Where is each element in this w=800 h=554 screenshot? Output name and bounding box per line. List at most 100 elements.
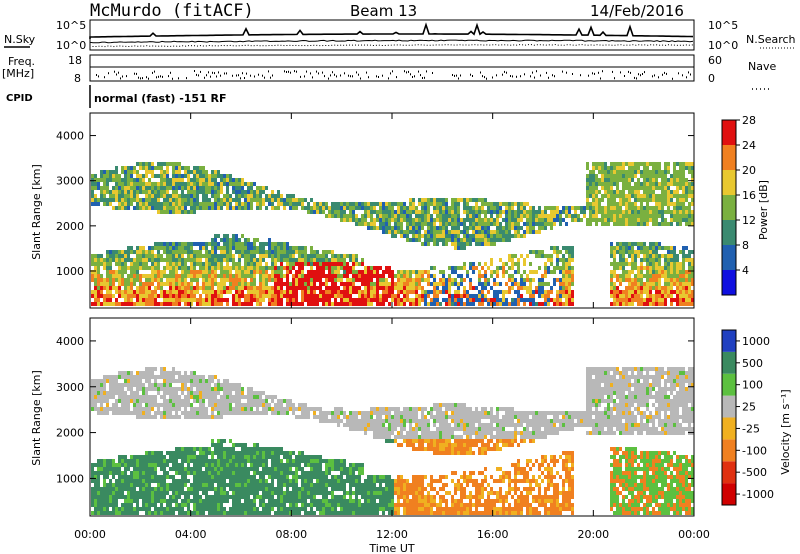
power-cell [409, 274, 412, 278]
power-cell [178, 202, 181, 206]
power-cell [106, 202, 109, 206]
power-cell [493, 270, 496, 274]
power-cell [616, 278, 619, 282]
power-cell [181, 286, 184, 290]
velocity-cell [166, 459, 169, 463]
power-cell [304, 250, 307, 254]
power-cell [202, 166, 205, 170]
power-cell [175, 178, 178, 182]
power-cell [169, 206, 172, 210]
power-cell [118, 182, 121, 186]
velocity-cell [103, 387, 106, 391]
power-cell [652, 242, 655, 246]
power-cell [568, 210, 571, 214]
nave-mark [122, 75, 123, 78]
power-cell [646, 218, 649, 222]
power-cell [184, 262, 187, 266]
power-cell [355, 214, 358, 218]
power-cell [514, 218, 517, 222]
power-cell [463, 222, 466, 226]
power-cell [94, 202, 97, 206]
power-cell [193, 286, 196, 290]
power-cell [373, 226, 376, 230]
power-cell [322, 290, 325, 294]
power-cell [97, 178, 100, 182]
power-cell [409, 286, 412, 290]
power-cell [457, 266, 460, 270]
velocity-cell [163, 403, 166, 407]
power-cell [187, 286, 190, 290]
power-cell [652, 198, 655, 202]
power-cell [352, 258, 355, 262]
power-cell [646, 202, 649, 206]
power-cell [301, 282, 304, 286]
power-cell [424, 238, 427, 242]
power-cell [514, 290, 517, 294]
power-cell [628, 274, 631, 278]
power-cell [424, 218, 427, 222]
velocity-cell [175, 411, 178, 415]
power-cell [205, 246, 208, 250]
nave-mark [562, 70, 563, 73]
velocity-cell [172, 395, 175, 399]
power-cell [190, 190, 193, 194]
power-cell [382, 202, 385, 206]
power-cell [544, 222, 547, 226]
power-cell [427, 242, 430, 246]
velocity-cell [142, 395, 145, 399]
power-cell [466, 290, 469, 294]
power-cell [568, 270, 571, 274]
power-cell [118, 278, 121, 282]
velocity-cell [184, 467, 187, 471]
power-cell [511, 258, 514, 262]
velocity-cell [103, 499, 106, 503]
power-cell [688, 294, 691, 298]
power-cell [568, 278, 571, 282]
power-cell [394, 202, 397, 206]
nave-mark [630, 71, 631, 74]
power-cell [118, 270, 121, 274]
power-cell [643, 290, 646, 294]
power-cell [187, 270, 190, 274]
power-cell [373, 210, 376, 214]
power-cell [646, 246, 649, 250]
power-cell [517, 226, 520, 230]
nave-mark [168, 75, 169, 78]
power-cell [520, 254, 523, 258]
power-cell [637, 210, 640, 214]
power-cell [571, 302, 574, 306]
power-cell [115, 182, 118, 186]
power-cell [460, 230, 463, 234]
power-cell [418, 214, 421, 218]
nave-mark [424, 76, 425, 79]
velocity-cell [121, 371, 124, 375]
power-cell [622, 202, 625, 206]
power-cell [274, 246, 277, 250]
power-cell [262, 278, 265, 282]
power-cell [625, 162, 628, 166]
power-cell [427, 218, 430, 222]
colorbar-tick-label: 28 [742, 114, 756, 127]
power-cell [559, 298, 562, 302]
power-cell [100, 294, 103, 298]
power-cell [412, 238, 415, 242]
power-cell [415, 282, 418, 286]
power-cell [91, 178, 94, 182]
velocity-cell [118, 387, 121, 391]
power-cell [400, 206, 403, 210]
power-cell [343, 282, 346, 286]
power-cell [175, 290, 178, 294]
velocity-cell [178, 483, 181, 487]
power-cell [154, 294, 157, 298]
power-cell [550, 210, 553, 214]
power-cell [493, 290, 496, 294]
power-cell [637, 178, 640, 182]
power-cell [367, 302, 370, 306]
power-cell [517, 202, 520, 206]
power-cell [685, 222, 688, 226]
power-cell [643, 250, 646, 254]
power-cell [181, 262, 184, 266]
velocity-cell [97, 463, 100, 467]
velocity-cell [184, 475, 187, 479]
power-cell [673, 206, 676, 210]
